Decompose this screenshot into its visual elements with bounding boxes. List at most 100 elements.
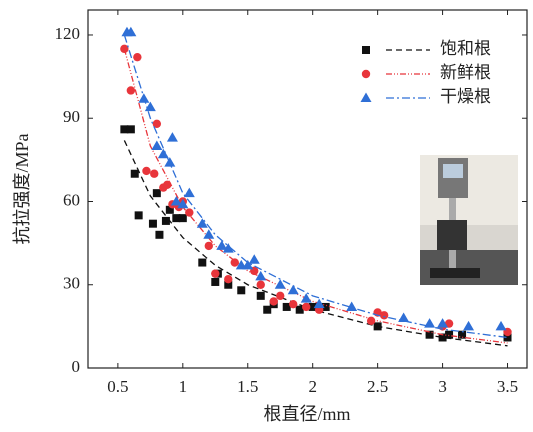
- marker: [165, 205, 174, 214]
- marker: [130, 169, 139, 178]
- x-tick-label: 1.5: [237, 377, 258, 396]
- marker: [302, 302, 311, 312]
- marker: [196, 218, 208, 228]
- marker: [437, 318, 449, 328]
- marker: [458, 330, 467, 339]
- marker: [256, 280, 265, 289]
- marker: [255, 270, 267, 281]
- marker: [224, 274, 233, 284]
- marker: [242, 259, 254, 270]
- marker: [177, 198, 189, 209]
- marker: [503, 333, 512, 342]
- marker: [172, 214, 181, 223]
- marker: [300, 293, 312, 303]
- marker: [308, 302, 317, 311]
- marker: [256, 291, 265, 300]
- marker: [157, 148, 169, 159]
- marker: [150, 169, 159, 178]
- marker: [346, 301, 358, 311]
- marker: [230, 258, 239, 267]
- marker: [216, 240, 228, 250]
- fit-line: [123, 34, 508, 339]
- marker: [178, 214, 187, 223]
- marker: [263, 305, 272, 314]
- marker: [198, 258, 207, 267]
- marker: [126, 125, 135, 134]
- marker: [126, 86, 136, 95]
- y-tick-label: 30: [63, 274, 80, 293]
- marker: [166, 132, 178, 142]
- marker: [125, 26, 137, 37]
- legend-marker: [362, 46, 370, 54]
- y-axis-label: 抗拉强度/MPa: [12, 133, 32, 244]
- marker: [152, 119, 162, 128]
- x-tick-label: 3.5: [497, 377, 518, 396]
- marker: [237, 286, 246, 295]
- inset-photo: [420, 155, 518, 285]
- marker: [287, 284, 299, 295]
- marker: [152, 189, 161, 198]
- marker: [269, 297, 278, 306]
- x-tick-label: 1: [179, 377, 188, 396]
- fit-line: [123, 140, 508, 347]
- legend-label: 新鲜根: [440, 63, 491, 82]
- marker: [463, 320, 475, 331]
- legend-label: 干燥根: [440, 87, 491, 106]
- y-tick-label: 0: [72, 357, 81, 376]
- marker: [289, 299, 298, 309]
- marker: [120, 125, 129, 134]
- x-tick-label: 2: [308, 377, 317, 396]
- marker: [163, 180, 172, 190]
- marker: [148, 219, 157, 228]
- x-tick-label: 3: [438, 377, 447, 396]
- marker: [155, 230, 164, 239]
- marker: [366, 316, 376, 326]
- marker: [183, 187, 195, 198]
- x-tick-label: 0.5: [107, 377, 128, 396]
- marker: [424, 318, 436, 328]
- marker: [134, 211, 143, 220]
- marker: [282, 302, 291, 311]
- y-tick-label: 90: [63, 107, 80, 126]
- marker: [373, 322, 382, 331]
- marker: [170, 195, 182, 206]
- marker: [120, 44, 129, 54]
- marker: [224, 280, 233, 289]
- marker: [133, 52, 142, 62]
- marker: [438, 333, 447, 342]
- marker: [142, 166, 151, 176]
- plot-frame: [87, 9, 528, 369]
- y-tick-label: 120: [55, 24, 81, 43]
- legend-label: 饱和根: [440, 39, 491, 58]
- x-axis-label: 根直径/mm: [263, 404, 350, 424]
- marker: [425, 330, 434, 339]
- marker: [313, 298, 325, 309]
- marker: [495, 320, 507, 331]
- marker: [185, 208, 194, 217]
- marker: [211, 277, 220, 286]
- marker: [211, 269, 220, 278]
- marker: [151, 140, 163, 150]
- marker: [276, 291, 285, 301]
- fit-line: [123, 48, 508, 344]
- marker: [248, 254, 260, 264]
- marker: [204, 241, 213, 251]
- marker: [295, 305, 304, 314]
- x-tick-label: 2.5: [367, 377, 388, 396]
- marker: [138, 93, 150, 103]
- legend-marker: [360, 92, 372, 102]
- marker: [164, 157, 176, 167]
- y-tick-label: 60: [63, 190, 80, 209]
- legend-marker: [361, 69, 371, 79]
- marker: [222, 243, 234, 253]
- marker: [321, 302, 330, 311]
- marker: [161, 216, 170, 225]
- marker: [274, 279, 286, 289]
- marker: [144, 101, 156, 112]
- marker: [203, 229, 215, 239]
- marker: [398, 312, 410, 323]
- marker: [379, 311, 389, 320]
- marker: [445, 330, 454, 339]
